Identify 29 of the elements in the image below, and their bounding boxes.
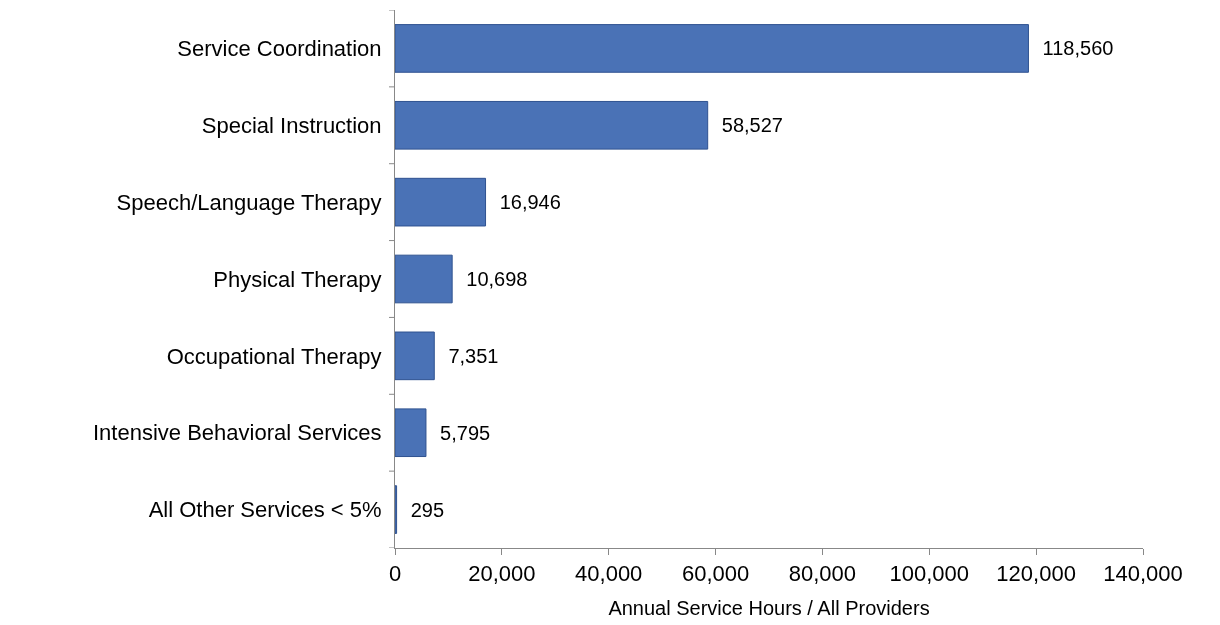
bar [395,331,435,381]
y-tick-label: Service Coordination [177,36,382,62]
y-tick-label: Physical Therapy [213,266,382,292]
data-label: 10,698 [455,268,528,290]
data-label: 118,560 [1031,37,1114,60]
bar [395,254,453,304]
data-label: 16,946 [488,191,561,214]
y-tick-label: Occupational Therapy [166,343,382,369]
x-tick-label: 60,000 [681,561,750,587]
data-label: 58,527 [710,114,783,137]
data-label: 5,795 [428,421,491,444]
x-tick-label: 140,000 [1103,561,1183,587]
data-label: 7,351 [437,344,499,367]
y-tick-label: Special Instruction [201,112,382,138]
data-label: 295 [399,498,445,521]
x-tick-label: 40,000 [575,561,643,587]
bar [395,24,1029,73]
bar [395,177,487,227]
x-tick-label: 80,000 [788,561,857,587]
y-tick-label: All Other Services < 5% [148,497,382,523]
x-tick-label: 20,000 [468,561,536,587]
y-tick-label: Speech/Language Therapy [116,189,382,215]
bar [395,408,427,458]
x-axis-title: Annual Service Hours / All Providers [608,596,930,619]
x-tick-label: 100,000 [889,561,970,587]
bar [395,100,709,150]
y-tick-label: Intensive Behavioral Services [93,420,382,446]
x-tick-label: 120,000 [996,561,1076,587]
x-tick-label: 0 [388,561,402,587]
